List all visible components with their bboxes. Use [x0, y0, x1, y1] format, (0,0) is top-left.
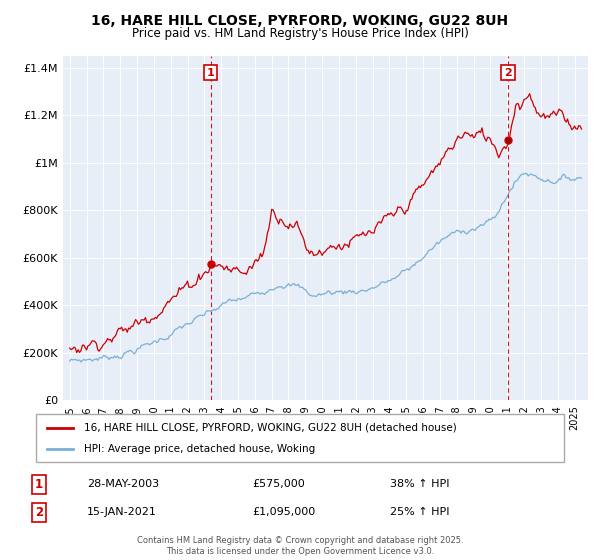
- Text: 16, HARE HILL CLOSE, PYRFORD, WOKING, GU22 8UH: 16, HARE HILL CLOSE, PYRFORD, WOKING, GU…: [91, 14, 509, 28]
- Text: 15-JAN-2021: 15-JAN-2021: [87, 507, 157, 517]
- Text: 1: 1: [207, 68, 215, 78]
- Text: 28-MAY-2003: 28-MAY-2003: [87, 479, 159, 489]
- Text: 16, HARE HILL CLOSE, PYRFORD, WOKING, GU22 8UH (detached house): 16, HARE HILL CLOSE, PYRFORD, WOKING, GU…: [83, 423, 456, 433]
- Text: 2: 2: [504, 68, 512, 78]
- Text: Price paid vs. HM Land Registry's House Price Index (HPI): Price paid vs. HM Land Registry's House …: [131, 27, 469, 40]
- Text: 25% ↑ HPI: 25% ↑ HPI: [390, 507, 449, 517]
- Text: 1: 1: [35, 478, 43, 491]
- Text: HPI: Average price, detached house, Woking: HPI: Average price, detached house, Woki…: [83, 444, 315, 454]
- Text: 2: 2: [35, 506, 43, 519]
- Text: 38% ↑ HPI: 38% ↑ HPI: [390, 479, 449, 489]
- Text: £1,095,000: £1,095,000: [252, 507, 315, 517]
- Text: £575,000: £575,000: [252, 479, 305, 489]
- Text: Contains HM Land Registry data © Crown copyright and database right 2025.
This d: Contains HM Land Registry data © Crown c…: [137, 536, 463, 556]
- FancyBboxPatch shape: [36, 414, 564, 462]
